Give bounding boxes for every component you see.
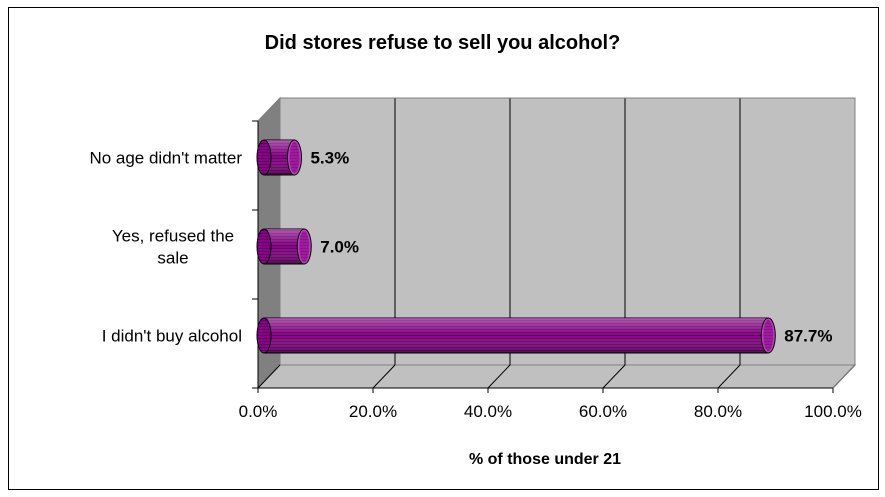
data-label: 5.3% [310,149,349,168]
plot-outline [257,97,856,389]
bar [256,228,312,265]
category-label: Yes, refused the [112,227,234,246]
bar [256,317,776,354]
gridline-floor [717,364,741,389]
category-label: I didn't buy alcohol [102,327,242,346]
x-tick-label: 60.0% [579,402,627,421]
category-label: sale [157,249,188,268]
data-label: 87.7% [784,327,832,346]
x-tick-label: 20.0% [349,402,397,421]
bar-shade [264,318,769,353]
bar [256,139,302,176]
x-tick-label: 40.0% [464,402,512,421]
x-tick-label: 80.0% [694,402,742,421]
gridline-floor [487,364,511,389]
bar-end-cap-inner [299,231,310,262]
x-tick-label: 100.0% [804,402,862,421]
plot-floor [256,364,857,389]
bar-start-cap [256,139,272,176]
x-axis-title: % of those under 21 [468,451,622,468]
chart-title: Did stores refuse to sell you alcohol? [264,32,621,54]
gridline-floor [602,364,626,389]
gridline-floor [372,364,396,389]
bar-start-cap [256,228,272,265]
x-tick-label: 0.0% [239,402,278,421]
data-label: 7.0% [320,238,359,257]
gridline-floor [257,364,281,389]
category-label: No age didn't matter [89,149,242,168]
bar-end-cap-inner [763,320,774,351]
bar-start-cap [256,317,272,354]
bar-end-cap-inner [289,142,300,173]
